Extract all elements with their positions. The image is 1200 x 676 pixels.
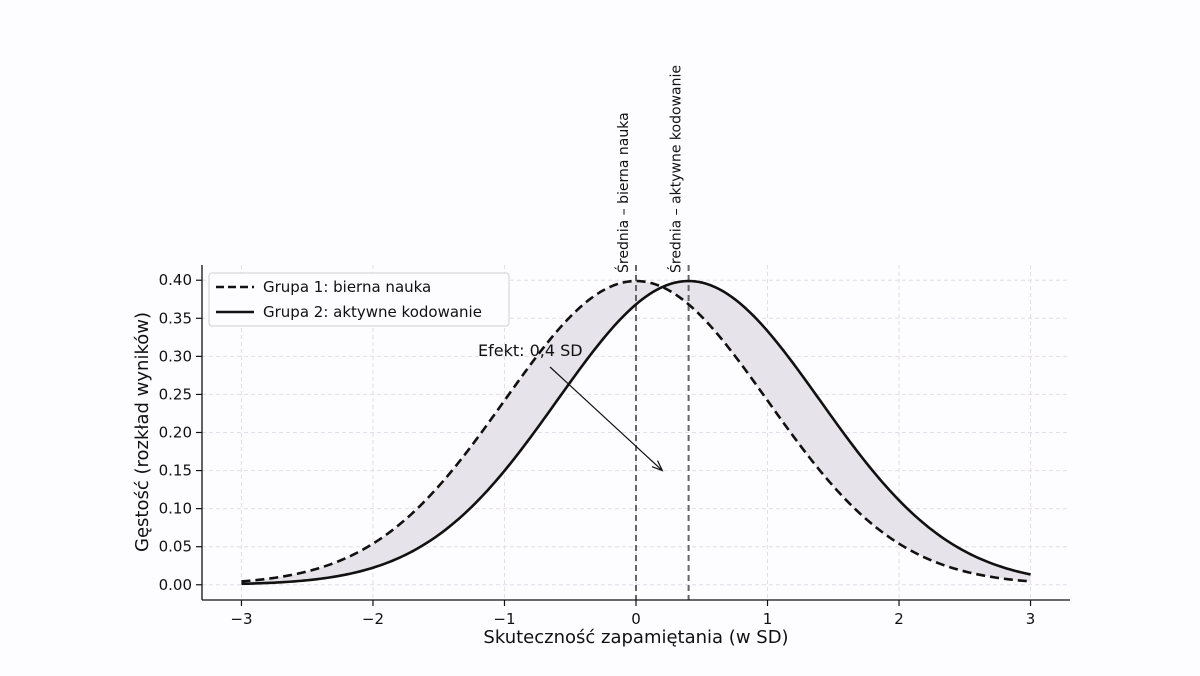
y-tick-label: 0.05 [159, 538, 192, 556]
y-tick-label: 0.15 [159, 462, 192, 480]
x-axis-label: Skuteczność zapamiętania (w SD) [483, 627, 788, 648]
annotation-arrow-shaft [549, 366, 663, 472]
legend-label-series-1: Grupa 1: bierna nauka [263, 278, 431, 296]
legend: Grupa 1: bierna nauka Grupa 2: aktywne k… [208, 272, 510, 327]
x-tick-label: 2 [894, 610, 904, 628]
annotation-text: Efekt: 0,4 SD [478, 341, 583, 360]
x-tick-label: 0 [631, 610, 641, 628]
y-tick-label: 0.10 [159, 500, 192, 518]
y-tick-label: 0.20 [159, 424, 192, 442]
difference-fill-area [241, 281, 1031, 584]
y-tick-label: 0.00 [159, 576, 192, 594]
annotation-arrow-head [651, 460, 664, 472]
x-tick-label: 3 [1026, 610, 1036, 628]
y-tick-label: 0.30 [159, 347, 192, 365]
series-line-1 [241, 279, 1031, 583]
legend-label-series-2: Grupa 2: aktywne kodowanie [263, 303, 482, 321]
mean-line-label-2: Średnia – aktywne kodowanie [667, 65, 685, 273]
legend-box [208, 272, 510, 327]
mean-line-label-1: Średnia – bierna nauka [614, 112, 632, 273]
y-tick-label: 0.25 [159, 385, 192, 403]
series-line-2 [241, 279, 1031, 586]
effect-annotation: Efekt: 0,4 SD [478, 341, 664, 472]
y-tick-label: 0.35 [159, 309, 192, 327]
y-tick-label: 0.40 [159, 271, 192, 289]
axis-ticks: −3 −2 −1 0 1 2 3 0.00 0.05 0.10 0.15 0.20 0.25 0.30 0.… [159, 271, 1036, 628]
x-tick-label: −3 [230, 610, 252, 628]
x-tick-label: −1 [493, 610, 515, 628]
x-tick-label: −2 [362, 610, 384, 628]
x-tick-label: 1 [763, 610, 773, 628]
y-axis-label: Gęstość (rozkład wyników) [132, 312, 153, 552]
series-lines [241, 279, 1031, 586]
mean-vertical-lines: Średnia – bierna nauka Średnia – aktywne … [614, 65, 690, 600]
